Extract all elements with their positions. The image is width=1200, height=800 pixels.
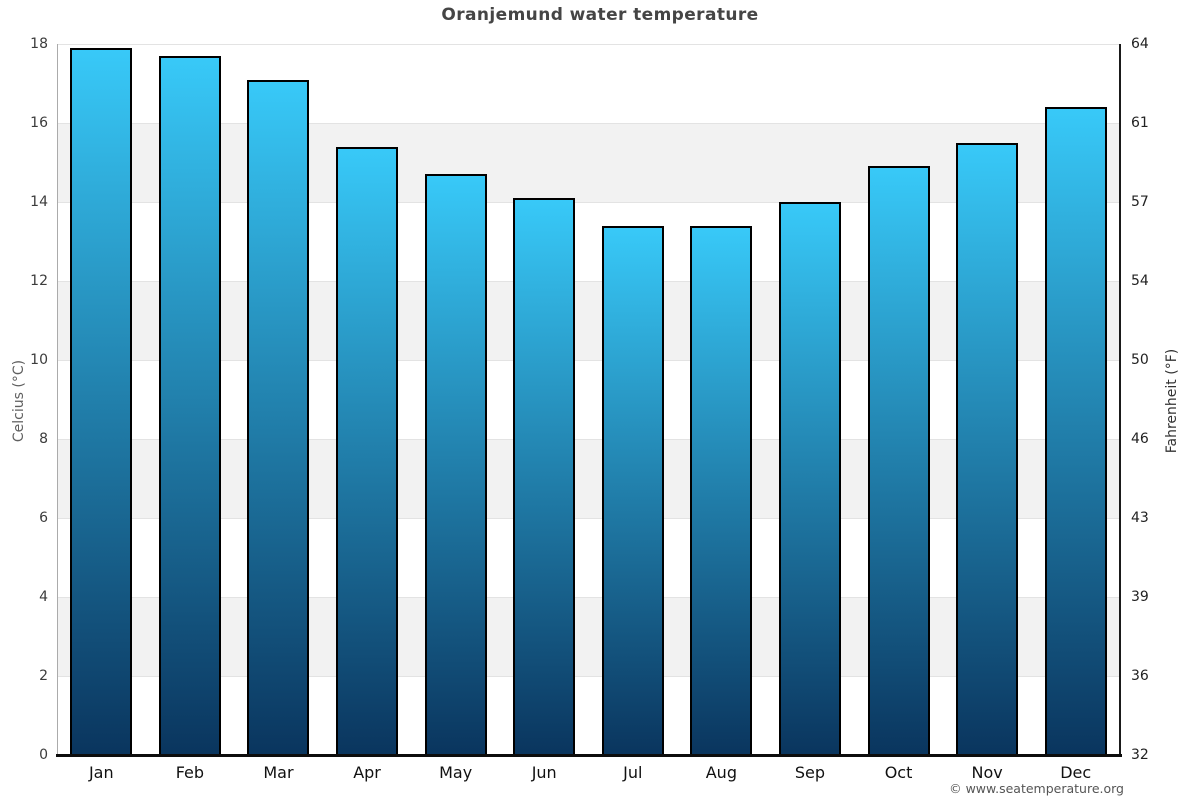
gridline	[57, 597, 1120, 598]
month-label-mar: Mar	[263, 763, 294, 782]
bar-oct	[867, 166, 930, 755]
gridline	[57, 281, 1120, 282]
celsius-tick-4: 4	[39, 589, 48, 605]
background-band	[57, 281, 1120, 360]
celsius-tick-14: 14	[30, 194, 48, 210]
fahrenheit-tick-50: 50	[1131, 352, 1149, 368]
fahrenheit-tick-39: 39	[1131, 589, 1149, 605]
month-label-aug: Aug	[705, 763, 737, 782]
chart-title: Oranjemund water temperature	[441, 5, 759, 25]
fahrenheit-tick-61: 61	[1131, 115, 1149, 131]
bar-may	[424, 174, 487, 755]
celsius-axis-line	[57, 44, 58, 755]
celsius-tick-2: 2	[39, 668, 48, 684]
fahrenheit-tick-54: 54	[1131, 273, 1149, 289]
celsius-tick-8: 8	[39, 431, 48, 447]
celsius-tick-0: 0	[39, 747, 48, 763]
background-band	[57, 518, 1120, 597]
fahrenheit-tick-32: 32	[1131, 747, 1149, 763]
background-band	[57, 676, 1120, 755]
gridline	[57, 44, 1120, 45]
month-label-sep: Sep	[794, 763, 826, 782]
plot-area	[57, 44, 1120, 755]
celsius-tick-6: 6	[39, 510, 48, 526]
x-axis-line	[56, 754, 1122, 757]
month-label-jan: Jan	[88, 763, 114, 782]
celsius-tick-18: 18	[30, 36, 48, 52]
fahrenheit-axis-line	[1119, 44, 1121, 755]
gridline	[57, 123, 1120, 124]
gridline	[57, 676, 1120, 677]
background-band	[57, 597, 1120, 676]
celsius-tick-10: 10	[30, 352, 48, 368]
month-label-oct: Oct	[884, 763, 913, 782]
gridline	[57, 202, 1120, 203]
copyright-text: © www.seatemperature.org	[949, 781, 1124, 796]
bar-aug	[690, 225, 753, 755]
gridline	[57, 360, 1120, 361]
bar-jan	[70, 47, 133, 755]
bar-mar	[247, 79, 310, 755]
fahrenheit-tick-43: 43	[1131, 510, 1149, 526]
month-label-jul: Jul	[623, 763, 643, 782]
fahrenheit-tick-36: 36	[1131, 668, 1149, 684]
month-label-jun: Jun	[531, 763, 557, 782]
bar-jun	[513, 198, 576, 755]
fahrenheit-tick-57: 57	[1131, 194, 1149, 210]
background-band	[57, 123, 1120, 202]
fahrenheit-axis-label: Fahrenheit (°F)	[1164, 348, 1180, 454]
celsius-tick-16: 16	[30, 115, 48, 131]
background-band	[57, 439, 1120, 518]
month-label-dec: Dec	[1060, 763, 1092, 782]
gridline	[57, 439, 1120, 440]
bar-nov	[956, 142, 1019, 755]
bar-feb	[158, 55, 221, 755]
month-label-may: May	[439, 763, 473, 782]
background-band	[57, 202, 1120, 281]
background-band	[57, 360, 1120, 439]
month-label-nov: Nov	[971, 763, 1003, 782]
bar-apr	[336, 146, 399, 755]
gridline	[57, 518, 1120, 519]
month-label-feb: Feb	[175, 763, 205, 782]
background-band	[57, 44, 1120, 123]
fahrenheit-tick-64: 64	[1131, 36, 1149, 52]
bar-jul	[601, 225, 664, 755]
bar-sep	[778, 202, 841, 755]
celsius-tick-12: 12	[30, 273, 48, 289]
celsius-axis-label: Celcius (°C)	[11, 359, 27, 443]
month-label-apr: Apr	[353, 763, 381, 782]
bar-dec	[1044, 107, 1107, 755]
fahrenheit-tick-46: 46	[1131, 431, 1149, 447]
